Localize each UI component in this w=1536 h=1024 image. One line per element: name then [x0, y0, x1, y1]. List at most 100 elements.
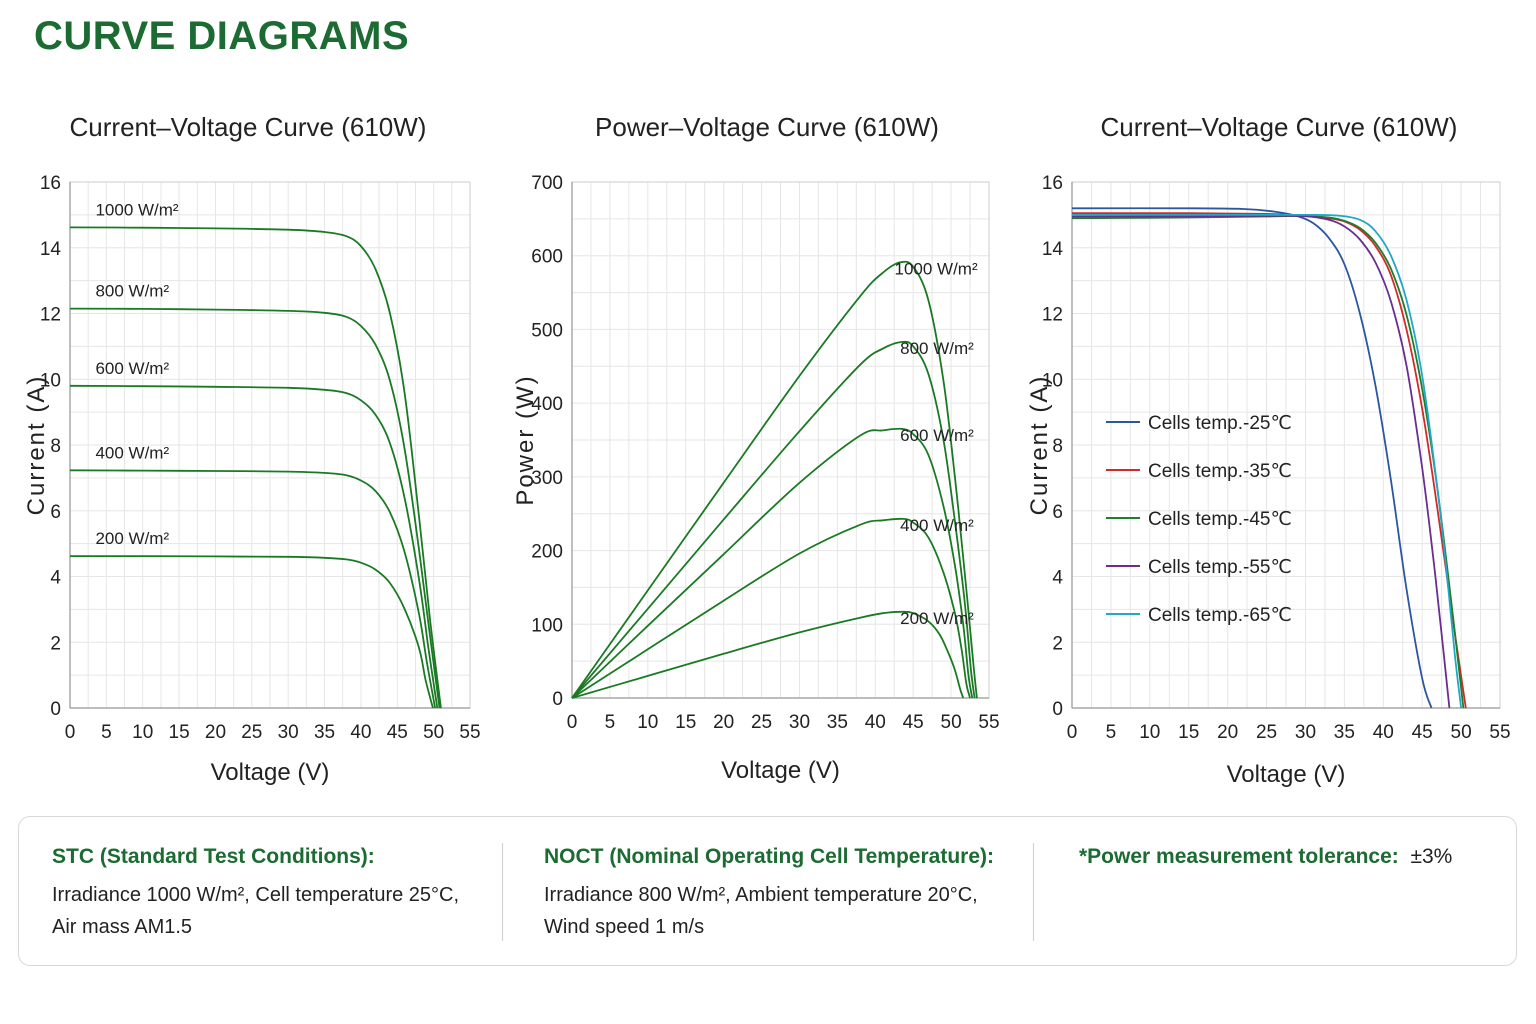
x-tick-label: 5: [605, 712, 616, 733]
y-tick-label: 300: [531, 468, 563, 489]
tolerance-note: *Power measurement tolerance: ±3%: [1079, 845, 1452, 869]
y-tick-label: 16: [40, 173, 61, 194]
series-line: [571, 340, 976, 699]
series-line: [69, 307, 441, 709]
tolerance-label: *Power measurement tolerance:: [1079, 845, 1399, 868]
y-tick-label: 400: [531, 394, 563, 415]
x-tick-label: 45: [903, 712, 924, 733]
x-tick-label: 30: [1295, 722, 1316, 743]
iv-irradiance-svg: Current–Voltage Curve (610W)0 5 10 15 20 25 30…: [23, 112, 481, 786]
footer-divider: [1033, 843, 1034, 941]
series-label: 1000 W/m²: [894, 259, 977, 278]
x-tick-label: 10: [637, 712, 658, 733]
y-tick-label: 0: [552, 689, 563, 710]
y-axis-label: Current (A): [23, 375, 50, 516]
conditions-panel: STC (Standard Test Conditions): Irradian…: [18, 816, 1517, 966]
x-tick-label: 55: [978, 712, 999, 733]
series-label: 800 W/m²: [900, 339, 974, 358]
x-tick-label: 35: [1334, 722, 1355, 743]
noct-title: NOCT (Nominal Operating Cell Temperature…: [544, 845, 994, 868]
series-label: 800 W/m²: [95, 282, 169, 301]
x-tick-label: 15: [169, 722, 190, 743]
series-label: 400 W/m²: [900, 516, 974, 535]
chart-title: Current–Voltage Curve (610W): [70, 112, 427, 142]
legend-label: Cells temp.-65℃: [1148, 605, 1292, 626]
series-line: [1071, 214, 1451, 709]
stc-line-1: Irradiance 1000 W/m², Cell temperature 2…: [52, 884, 460, 906]
y-tick-label: 14: [40, 239, 62, 260]
y-tick-label: 500: [531, 320, 563, 341]
legend-label: Cells temp.-35℃: [1148, 461, 1292, 482]
series-line: [571, 260, 978, 699]
series-line: [571, 517, 971, 699]
x-tick-label: 15: [675, 712, 696, 733]
x-tick-label: 25: [241, 722, 262, 743]
x-tick-label: 45: [1412, 722, 1433, 743]
noct-line-1: Irradiance 800 W/m², Ambient temperature…: [544, 884, 978, 906]
x-axis-label: Voltage (V): [1227, 761, 1346, 788]
y-tick-label: 16: [1042, 173, 1063, 194]
iv-temperature-chart: Current–Voltage Curve (610W) 0 5 10 15 20 25 30…: [1024, 100, 1536, 800]
x-tick-label: 15: [1178, 722, 1199, 743]
y-tick-label: 8: [1052, 436, 1063, 457]
x-tick-label: 0: [65, 722, 76, 743]
y-tick-label: 14: [1042, 239, 1064, 260]
y-axis-label: Current (A): [1026, 375, 1053, 516]
x-tick-label: 55: [1489, 722, 1510, 743]
x-tick-label: 25: [1256, 722, 1277, 743]
x-tick-label: 40: [1373, 722, 1394, 743]
x-tick-label: 5: [101, 722, 112, 743]
x-tick-label: 20: [713, 712, 734, 733]
y-tick-label: 12: [40, 305, 61, 326]
page-title: CURVE DIAGRAMS: [34, 14, 410, 58]
x-tick-label: 40: [865, 712, 886, 733]
series-line: [571, 610, 965, 699]
x-tick-label: 35: [314, 722, 335, 743]
pv-irradiance-chart: Power–Voltage Curve (610W) 0 5 10 15 20 25 30 35…: [512, 100, 1024, 800]
series-line: [571, 427, 974, 699]
y-tick-label: 2: [50, 633, 61, 654]
series-line: [1071, 213, 1462, 709]
y-tick-label: 600: [531, 247, 563, 268]
x-tick-label: 45: [387, 722, 408, 743]
series-label: 200 W/m²: [900, 609, 974, 628]
series-label: 400 W/m²: [95, 443, 169, 462]
x-axis-label: Voltage (V): [721, 757, 840, 784]
x-tick-label: 20: [205, 722, 226, 743]
series-line: [1071, 212, 1467, 709]
y-tick-label: 0: [1052, 699, 1063, 720]
x-tick-label: 30: [278, 722, 299, 743]
x-axis-label: Voltage (V): [211, 759, 330, 786]
y-tick-label: 6: [50, 502, 61, 523]
iv-temperature-svg: Current–Voltage Curve (610W)0 5 10 15 20 25 30…: [1026, 112, 1511, 788]
y-tick-label: 0: [50, 699, 61, 720]
x-tick-label: 0: [567, 712, 578, 733]
series-label: 600 W/m²: [900, 426, 974, 445]
x-tick-label: 0: [1067, 722, 1078, 743]
y-tick-label: 10: [1042, 370, 1063, 391]
pv-irradiance-svg: Power–Voltage Curve (610W) 0 5 10 15 20 25 30 35…: [512, 112, 1000, 784]
x-tick-label: 50: [1451, 722, 1472, 743]
x-tick-label: 10: [132, 722, 153, 743]
y-axis-label: Power (W): [512, 374, 539, 505]
x-tick-label: 25: [751, 712, 772, 733]
x-tick-label: 20: [1217, 722, 1238, 743]
series-line: [69, 555, 434, 709]
iv-irradiance-chart: Current–Voltage Curve (610W) 0 5 10 15 20 25 30…: [0, 100, 512, 800]
x-tick-label: 30: [789, 712, 810, 733]
series-line: [1071, 207, 1433, 709]
series-line: [69, 384, 439, 709]
y-tick-label: 100: [531, 615, 563, 636]
series-line: [69, 469, 436, 709]
series-label: 600 W/m²: [95, 359, 169, 378]
tolerance-value: ±3%: [1410, 845, 1453, 868]
x-tick-label: 50: [941, 712, 962, 733]
x-tick-label: 40: [350, 722, 371, 743]
x-tick-label: 35: [827, 712, 848, 733]
x-tick-label: 5: [1106, 722, 1117, 743]
footer-divider: [502, 843, 503, 941]
x-tick-label: 55: [459, 722, 480, 743]
y-tick-label: 2: [1052, 633, 1063, 654]
y-tick-label: 200: [531, 542, 563, 563]
noct-line-2: Wind speed 1 m/s: [544, 916, 705, 938]
